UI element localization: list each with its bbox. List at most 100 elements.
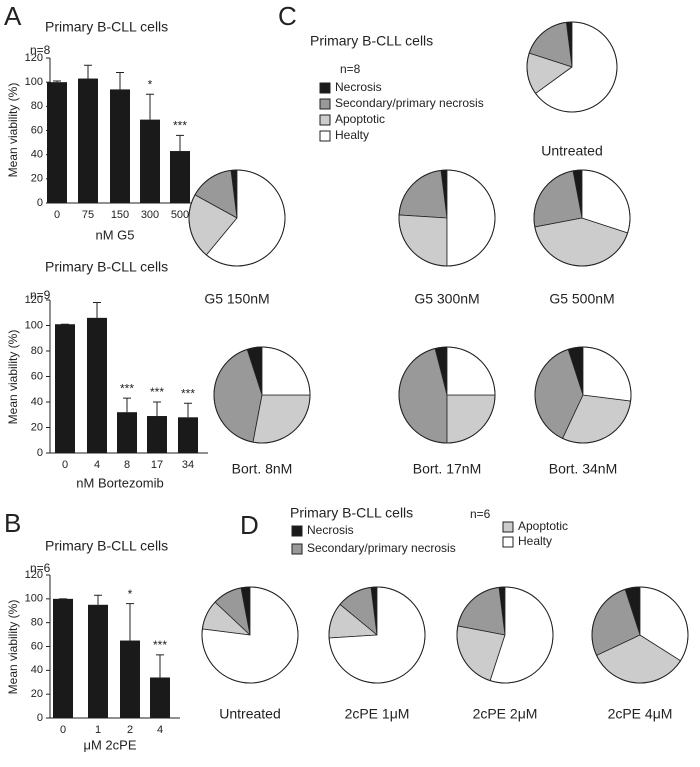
x-axis-label: nM Bortezomib xyxy=(76,475,163,490)
pie-label: Untreated xyxy=(541,143,602,159)
y-tick-label: 0 xyxy=(37,447,43,459)
pie-label: Untreated xyxy=(219,706,280,722)
error-bar xyxy=(53,80,61,83)
chart-title: Primary B-CLL cells xyxy=(45,259,168,275)
legend-label: Healty xyxy=(335,128,369,142)
bar xyxy=(117,412,137,453)
pie-slice xyxy=(446,169,496,267)
legend-swatch xyxy=(291,525,303,537)
error-bar xyxy=(153,401,161,417)
legend-swatch xyxy=(502,521,514,533)
error-bar xyxy=(184,402,192,418)
panel-label: A xyxy=(4,1,22,31)
x-tick-label: 300 xyxy=(141,209,159,221)
y-tick-label: 120 xyxy=(25,294,43,306)
pie-label: G5 150nM xyxy=(204,291,269,307)
y-tick-label: 40 xyxy=(31,664,43,676)
error-bar xyxy=(116,72,124,90)
sample-size: n=6 xyxy=(30,561,51,575)
legend-swatch xyxy=(319,130,331,142)
y-tick-label: 80 xyxy=(31,100,43,112)
significance-label: *** xyxy=(181,386,195,400)
y-tick-label: 60 xyxy=(31,124,43,136)
pie-outline xyxy=(398,169,496,267)
bar xyxy=(140,119,160,203)
sample-size: n=6 xyxy=(470,507,491,521)
x-tick-label: 34 xyxy=(182,459,194,471)
pie-slice xyxy=(252,394,311,444)
x-tick-label: 17 xyxy=(151,459,163,471)
bar xyxy=(120,640,140,718)
bar xyxy=(87,317,107,453)
significance-label: *** xyxy=(150,385,164,399)
significance-label: * xyxy=(148,77,153,91)
y-tick-label: 80 xyxy=(31,617,43,629)
panel-label: D xyxy=(240,510,259,540)
bar xyxy=(88,604,108,718)
x-axis-label: nM G5 xyxy=(95,227,134,242)
y-tick-label: 120 xyxy=(25,52,43,64)
error-bar xyxy=(84,64,92,79)
x-tick-label: 150 xyxy=(111,209,129,221)
pie-outline xyxy=(213,346,311,444)
chart-title: Primary B-CLL cells xyxy=(45,19,168,35)
y-tick-label: 80 xyxy=(31,345,43,357)
x-tick-label: 0 xyxy=(60,724,66,736)
x-tick-label: 1 xyxy=(95,724,101,736)
pie-outline xyxy=(201,586,299,684)
y-tick-label: 40 xyxy=(31,396,43,408)
error-bar xyxy=(156,654,164,678)
significance-label: * xyxy=(128,587,133,601)
sample-size: n=8 xyxy=(30,43,51,57)
pie-slice xyxy=(446,346,496,396)
bar xyxy=(150,677,170,718)
legend-label: Necrosis xyxy=(335,80,382,94)
y-axis-label: Mean viability (%) xyxy=(6,83,20,178)
pie-slice xyxy=(446,394,496,444)
pie-slice xyxy=(261,346,311,396)
legend-title: Primary B-CLL cells xyxy=(290,505,413,521)
y-tick-label: 20 xyxy=(31,688,43,700)
x-tick-label: 75 xyxy=(82,209,94,221)
error-bar xyxy=(94,594,102,605)
pie-outline xyxy=(188,169,286,267)
significance-label: *** xyxy=(120,381,134,395)
bar xyxy=(178,417,198,453)
bar xyxy=(53,598,73,718)
legend-label: Necrosis xyxy=(307,523,354,537)
pie-slice xyxy=(398,214,448,267)
y-axis-label: Mean viability (%) xyxy=(6,600,20,695)
x-tick-label: 2 xyxy=(127,724,133,736)
pie-outline xyxy=(534,346,632,444)
panel-label: B xyxy=(4,508,21,538)
panel-label: C xyxy=(278,1,297,31)
y-tick-label: 60 xyxy=(31,640,43,652)
bar xyxy=(147,416,167,453)
x-tick-label: 0 xyxy=(54,209,60,221)
pie-outline xyxy=(591,586,689,684)
y-tick-label: 0 xyxy=(37,712,43,724)
x-axis-label: μM 2cPE xyxy=(83,737,136,752)
y-tick-label: 120 xyxy=(25,569,43,581)
pie-label: Bort. 17nM xyxy=(413,461,481,477)
x-tick-label: 0 xyxy=(62,459,68,471)
legend-label: Secondary/primary necrosis xyxy=(335,96,484,110)
y-tick-label: 20 xyxy=(31,173,43,185)
pie-outline xyxy=(456,586,554,684)
significance-label: *** xyxy=(173,119,187,133)
y-axis-label: Mean viability (%) xyxy=(6,330,20,425)
legend-label: Apoptotic xyxy=(335,112,385,126)
pie-slice xyxy=(582,346,632,402)
pie-outline xyxy=(328,586,426,684)
bar xyxy=(170,151,190,203)
y-tick-label: 40 xyxy=(31,149,43,161)
pie-outline xyxy=(526,21,618,113)
legend-swatch xyxy=(319,82,331,94)
sample-size: n=9 xyxy=(30,288,51,302)
x-tick-label: 8 xyxy=(124,459,130,471)
bar xyxy=(78,78,98,203)
legend-swatch xyxy=(502,536,514,548)
pie-outline xyxy=(533,169,631,267)
y-tick-label: 100 xyxy=(25,319,43,331)
